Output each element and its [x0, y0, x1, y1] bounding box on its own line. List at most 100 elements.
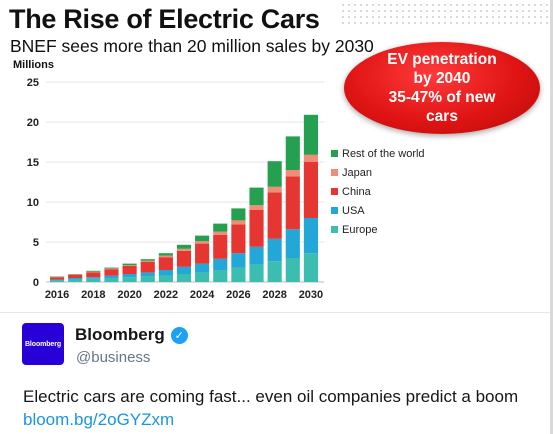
stacked-bar-chart: Millions 0 5 10 15 20 25 2016 2018 2020 2022 2024 20…	[13, 59, 425, 301]
legend-label-rest-of-the-world: Rest of the world	[342, 148, 425, 160]
y-tick-label-25: 25	[27, 77, 39, 89]
x-tick-label-2030: 2030	[299, 289, 323, 301]
bar-europe-2027	[249, 264, 264, 282]
bar-japan-2019	[104, 268, 119, 270]
bar-china-2020	[122, 266, 137, 274]
bar-europe-2016	[49, 280, 65, 282]
bar-china-2028	[267, 192, 282, 239]
legend-label-japan: Japan	[342, 167, 372, 179]
x-tick-label-2016: 2016	[45, 289, 69, 301]
bar-rest-of-the-world-2024	[195, 235, 210, 242]
bar-china-2016	[49, 277, 65, 280]
annotation-line-1: EV penetration	[387, 51, 497, 68]
y-tick-label-5: 5	[33, 237, 39, 249]
tweet-link[interactable]: bloom.bg/2oGYZxm	[23, 410, 175, 429]
author-name-text: Bloomberg	[75, 325, 165, 344]
legend-swatch-europe	[331, 226, 338, 233]
x-tick-label-2018: 2018	[81, 289, 105, 301]
x-tick-label-2020: 2020	[117, 289, 141, 301]
bar-usa-2020	[122, 274, 137, 278]
bar-china-2018	[86, 272, 101, 278]
bar-usa-2023	[176, 266, 192, 274]
bar-china-2029	[285, 176, 300, 230]
x-tick-label-2022: 2022	[154, 289, 178, 301]
annotation-line-4: cars	[426, 108, 458, 125]
bar-china-2027	[249, 210, 264, 247]
bar-china-2022	[158, 257, 173, 270]
bar-china-2030	[303, 162, 319, 218]
y-axis-label: Millions	[13, 59, 54, 71]
bar-rest-of-the-world-2028	[267, 161, 282, 187]
bar-rest-of-the-world-2022	[158, 253, 173, 256]
bar-europe-2020	[122, 277, 137, 282]
legend-swatch-usa	[331, 207, 338, 214]
bar-china-2024	[195, 243, 210, 264]
bar-europe-2030	[303, 253, 319, 282]
tweet-text: Electric cars are coming fast... even oi…	[23, 385, 523, 431]
bar-japan-2023	[176, 248, 192, 251]
bar-europe-2023	[176, 274, 192, 282]
legend-swatch-china	[331, 188, 338, 195]
verified-badge-icon: ✓	[170, 326, 188, 344]
bar-china-2017	[68, 274, 83, 278]
bar-japan-2018	[86, 271, 101, 273]
x-tick-label-2026: 2026	[226, 289, 250, 301]
tweet-divider	[0, 312, 550, 313]
bar-europe-2017	[68, 279, 83, 282]
chart-title: The Rise of Electric Cars	[9, 4, 320, 34]
author-handle[interactable]: @business	[76, 349, 151, 366]
bar-japan-2021	[140, 260, 155, 262]
bar-usa-2021	[140, 272, 155, 277]
legend-label-usa: USA	[342, 205, 365, 217]
bar-china-2019	[104, 269, 119, 276]
bar-europe-2025	[213, 270, 228, 282]
bar-china-2026	[231, 224, 246, 254]
avatar[interactable]: Bloomberg	[22, 323, 64, 365]
bar-usa-2026	[231, 253, 246, 268]
y-tick-label-10: 10	[27, 197, 39, 209]
bar-japan-2025	[213, 231, 228, 235]
bar-usa-2022	[158, 270, 173, 276]
bar-china-2023	[176, 250, 192, 267]
bar-rest-of-the-world-2021	[140, 259, 155, 261]
annotation-line-3: 35-47% of new	[388, 89, 496, 106]
bar-europe-2019	[104, 278, 119, 282]
bar-europe-2018	[86, 278, 101, 282]
bar-rest-of-the-world-2020	[122, 263, 137, 266]
bar-europe-2028	[267, 261, 282, 282]
bar-rest-of-the-world-2023	[176, 244, 192, 249]
x-tick-label-2028: 2028	[262, 289, 286, 301]
bar-china-2025	[213, 234, 228, 259]
bar-europe-2029	[285, 258, 300, 282]
bar-japan-2029	[285, 170, 300, 177]
x-tick-label-2024: 2024	[190, 289, 215, 301]
bar-japan-2024	[195, 241, 210, 244]
legend-swatch-japan	[331, 169, 338, 176]
bar-rest-of-the-world-2019	[104, 267, 119, 269]
bar-europe-2022	[158, 275, 173, 282]
y-tick-label-0: 0	[33, 277, 39, 289]
bar-usa-2017	[68, 278, 83, 280]
bar-usa-2027	[249, 246, 264, 265]
bar-rest-of-the-world-2018	[86, 270, 101, 272]
bar-japan-2027	[249, 205, 264, 210]
bar-usa-2029	[285, 229, 300, 258]
bar-usa-2025	[213, 258, 228, 270]
bar-usa-2016	[49, 279, 65, 281]
bar-japan-2026	[231, 220, 246, 225]
bar-japan-2028	[267, 186, 282, 193]
bar-usa-2030	[303, 218, 319, 254]
author-name[interactable]: Bloomberg ✓	[75, 325, 188, 345]
bar-europe-2021	[140, 276, 155, 282]
annotation-callout: EV penetration by 2040 35-47% of new car…	[344, 42, 540, 134]
bar-japan-2022	[158, 255, 173, 258]
bar-rest-of-the-world-2030	[303, 114, 319, 155]
bar-rest-of-the-world-2026	[231, 208, 246, 221]
y-tick-label-15: 15	[27, 157, 39, 169]
legend-label-europe: Europe	[342, 224, 377, 236]
bar-japan-2020	[122, 265, 137, 266]
bar-rest-of-the-world-2029	[285, 136, 300, 170]
legend-swatch-rest-of-the-world	[331, 150, 338, 157]
bar-usa-2019	[104, 275, 119, 278]
bar-china-2021	[140, 262, 155, 273]
